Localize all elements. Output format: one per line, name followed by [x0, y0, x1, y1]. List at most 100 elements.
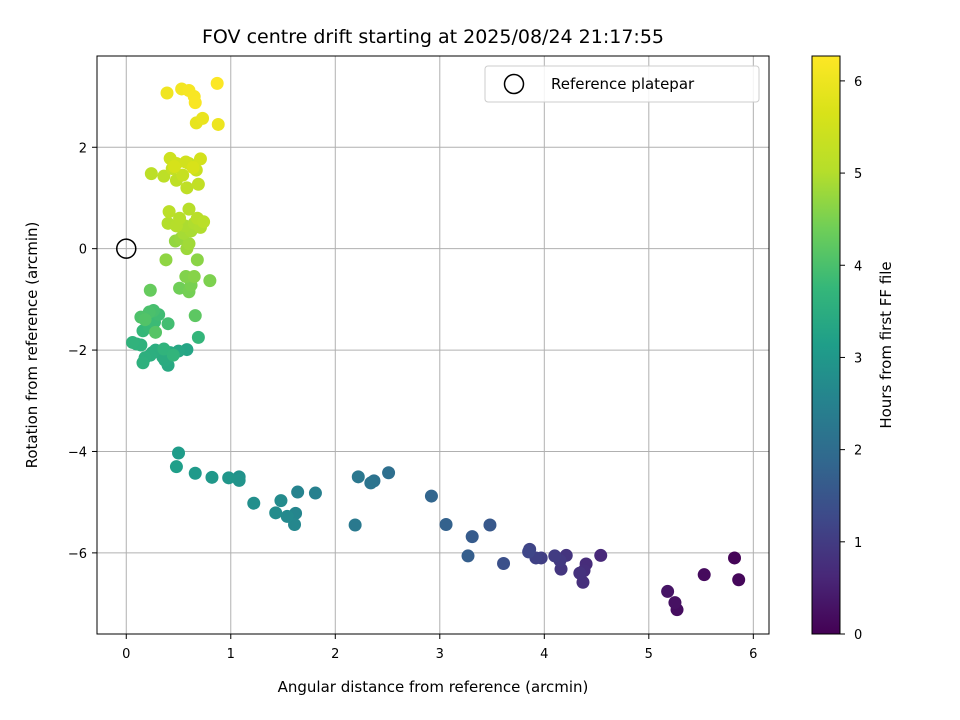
data-point: [205, 470, 219, 484]
reference-marker: [116, 238, 137, 259]
colorbar-tick-label: 0: [854, 628, 862, 643]
data-point: [126, 335, 140, 349]
data-point: [157, 169, 171, 183]
x-tick-label: 2: [331, 647, 339, 662]
data-point: [232, 473, 246, 487]
x-axis-ticks: 0 1 2 3 4 5 6: [122, 634, 757, 662]
y-tick-label: 0: [79, 243, 87, 258]
colorbar: [811, 55, 841, 635]
colorbar-tick-label: 4: [854, 259, 862, 274]
data-point: [308, 486, 322, 500]
legend-entry: Reference platepar: [551, 75, 695, 93]
y-axis-label: Rotation from reference (arcmin): [23, 222, 41, 469]
data-point: [182, 237, 196, 251]
data-point: [173, 211, 187, 225]
y-tick-label: −2: [68, 344, 87, 359]
x-axis-label: Angular distance from reference (arcmin): [278, 678, 589, 696]
data-point: [191, 330, 205, 344]
data-point: [222, 471, 236, 485]
colorbar-tick-label: 6: [854, 75, 862, 90]
data-point: [186, 161, 200, 175]
data-point: [166, 348, 180, 362]
data-point: [157, 342, 171, 356]
data-point: [548, 549, 562, 563]
data-point: [136, 356, 150, 370]
reference-marker-group: [116, 238, 137, 259]
data-point: [182, 202, 196, 216]
data-point: [176, 168, 190, 182]
legend-box: [484, 65, 760, 103]
data-point: [188, 466, 202, 480]
data-point: [247, 496, 261, 510]
data-point: [668, 596, 682, 610]
colorbar-tick-label: 3: [854, 351, 862, 366]
data-point: [364, 476, 378, 490]
colorbar-label: Hours from first FF file: [877, 261, 895, 428]
data-points: [126, 76, 746, 617]
data-point: [193, 152, 207, 166]
chart-title: FOV centre drift starting at 2025/08/24 …: [202, 26, 664, 48]
colorbar-tick-label: 1: [854, 536, 862, 551]
data-point: [188, 96, 202, 110]
x-tick-label: 5: [645, 647, 653, 662]
data-point: [697, 568, 711, 582]
data-point: [169, 460, 183, 474]
x-tick-label: 0: [122, 647, 130, 662]
data-point: [143, 283, 157, 297]
x-tick-label: 3: [436, 647, 444, 662]
data-point: [522, 545, 536, 559]
data-point: [187, 270, 201, 284]
data-point: [210, 76, 224, 90]
data-point: [573, 566, 587, 580]
y-axis-ticks: −6 −4 −2 0 2: [68, 141, 97, 562]
data-point: [348, 518, 362, 532]
data-point: [159, 253, 173, 267]
x-tick-label: 4: [540, 647, 548, 662]
data-point: [167, 160, 181, 174]
data-point: [461, 549, 475, 563]
data-point: [190, 253, 204, 267]
data-point: [465, 530, 479, 544]
data-point: [594, 548, 608, 562]
data-point: [180, 181, 194, 195]
y-tick-label: −6: [68, 547, 87, 562]
data-point: [162, 205, 176, 219]
colorbar-tick-label: 5: [854, 167, 862, 182]
grid: [97, 56, 769, 634]
data-point: [732, 573, 746, 587]
data-point: [291, 485, 305, 499]
y-tick-label: 2: [79, 141, 87, 156]
data-point: [661, 584, 675, 598]
plot-frame: [96, 55, 770, 635]
data-point: [269, 506, 283, 520]
data-point: [424, 489, 438, 503]
data-point: [274, 494, 288, 508]
legend: Reference platepar: [484, 65, 760, 103]
data-point: [197, 215, 211, 229]
data-point: [483, 518, 497, 532]
data-point: [138, 313, 152, 327]
y-tick-label: −4: [68, 445, 87, 460]
legend-marker: [503, 73, 525, 95]
x-tick-label: 1: [227, 647, 235, 662]
data-point: [172, 446, 186, 460]
data-point: [439, 517, 453, 531]
data-point: [728, 551, 742, 565]
x-tick-label: 6: [749, 647, 757, 662]
data-point: [160, 86, 174, 100]
data-point: [203, 274, 217, 288]
data-point: [382, 466, 396, 480]
data-point: [351, 470, 365, 484]
data-point: [161, 317, 175, 331]
colorbar-tick-label: 2: [854, 444, 862, 459]
data-point: [191, 177, 205, 191]
data-point: [196, 111, 210, 125]
data-point: [211, 117, 225, 131]
data-point: [188, 309, 202, 323]
data-point: [280, 509, 294, 523]
data-point: [144, 167, 158, 181]
data-point: [149, 325, 163, 339]
colorbar-ticks: 0 1 2 3 4 5 6: [840, 75, 862, 643]
data-point: [497, 557, 511, 571]
